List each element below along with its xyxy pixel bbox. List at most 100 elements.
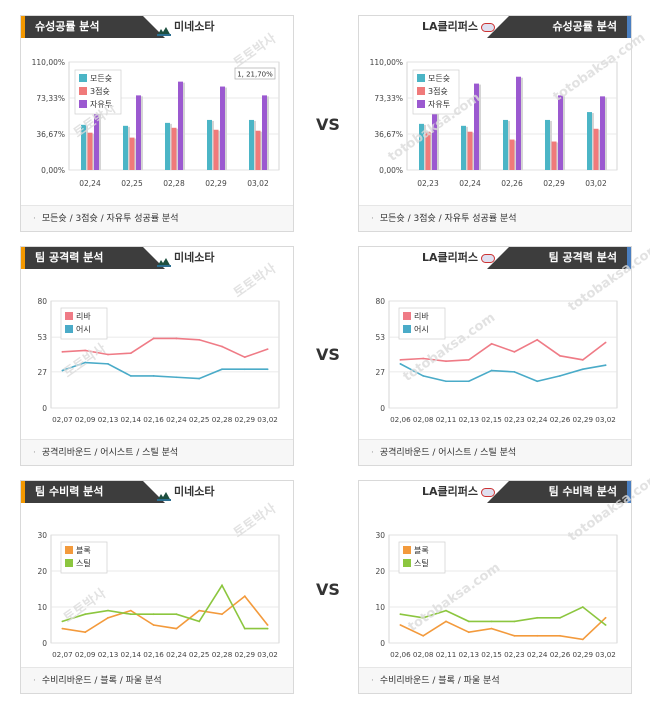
bar-3점슛-02,24 bbox=[87, 132, 93, 170]
data-point bbox=[399, 362, 402, 365]
section-title: 슈성공률 분석 bbox=[21, 16, 165, 38]
panel-header: 슈성공률 분석 LA클리퍼스 bbox=[359, 16, 631, 38]
x-tick-label: 02,09 bbox=[75, 650, 96, 659]
team-name: LA클리퍼스 bbox=[422, 16, 495, 38]
bar-자유투-03,02 bbox=[600, 96, 605, 170]
bar-자유투-02,29 bbox=[220, 86, 225, 170]
y-tick-label: 20 bbox=[37, 567, 47, 576]
x-tick-label: 03,02 bbox=[247, 179, 269, 188]
section-title: 팀 수비력 분석 bbox=[487, 481, 631, 503]
y-tick-label: 10 bbox=[37, 603, 47, 612]
data-point bbox=[152, 337, 155, 340]
x-tick-label: 02,24 bbox=[79, 179, 101, 188]
legend-label: 자유투 bbox=[428, 100, 450, 109]
data-point bbox=[422, 634, 425, 637]
data-point bbox=[422, 375, 425, 377]
data-point bbox=[107, 362, 109, 365]
data-point bbox=[604, 624, 607, 626]
legend-label: 어시 bbox=[414, 324, 429, 334]
stats-panel-2: 슈성공률 분석 LA클리퍼스 · 모든슛 / 3점슛 / 자유투 성공률 분석 110,… bbox=[358, 15, 632, 232]
x-tick-label: 02,08 bbox=[413, 415, 434, 424]
clippers-logo-icon bbox=[481, 253, 495, 263]
bullet-icon: · bbox=[371, 448, 374, 458]
team-name: LA클리퍼스 bbox=[422, 247, 495, 269]
vs-label-1: VS bbox=[316, 115, 340, 134]
section-title: 팀 공격력 분석 bbox=[487, 247, 631, 269]
data-point bbox=[152, 613, 155, 616]
x-tick-label: 02,08 bbox=[413, 650, 434, 659]
series-line-블록 bbox=[62, 595, 269, 634]
x-tick-label: 02,26 bbox=[550, 415, 571, 424]
legend-swatch bbox=[403, 312, 411, 320]
bar-자유투-03,02 bbox=[262, 95, 267, 170]
data-point bbox=[581, 606, 584, 608]
data-point bbox=[221, 368, 223, 371]
series-line-스틸 bbox=[400, 606, 607, 626]
data-point bbox=[84, 361, 87, 364]
footer-caption: 수비리바운드 / 블록 / 파울 분석 bbox=[379, 676, 500, 686]
x-tick-label: 02,07 bbox=[52, 650, 73, 659]
x-tick-label: 03,02 bbox=[257, 650, 278, 659]
y-tick-label: 53 bbox=[375, 333, 385, 342]
bar-자유투-02,23 bbox=[432, 107, 437, 170]
data-point bbox=[467, 620, 470, 623]
x-tick-label: 02,07 bbox=[52, 415, 73, 424]
x-tick-label: 02,24 bbox=[166, 650, 187, 659]
panel-header: 팀 수비력 분석 LA클리퍼스 bbox=[359, 481, 631, 503]
data-point bbox=[221, 584, 223, 587]
footer-caption: 모든슛 / 3점슛 / 자유투 성공률 분석 bbox=[41, 214, 179, 224]
series-line-어시 bbox=[400, 363, 606, 383]
chart-area: 110,00% 73,33% 36,67% 0,00% 02,23 02,24 02,26 0… bbox=[359, 38, 631, 205]
footer-caption: 공격리바운드 / 어시스트 / 스틸 분석 bbox=[41, 448, 179, 458]
data-point bbox=[399, 613, 402, 616]
panel-footer: · 수비리바운드 / 블록 / 파울 분석 bbox=[359, 667, 631, 693]
data-point bbox=[581, 638, 584, 641]
bar-3점슛-02,24 bbox=[467, 131, 473, 170]
chart-area: 110,00% 73,33% 36,67% 0,00% 02,24 02,25 02,28 0… bbox=[21, 38, 293, 205]
data-point bbox=[490, 369, 493, 372]
x-tick-label: 02,15 bbox=[481, 415, 502, 424]
team-name: 미네소타 bbox=[157, 481, 214, 503]
x-tick-label: 02,24 bbox=[459, 179, 481, 188]
series-line-리바 bbox=[400, 338, 607, 362]
data-point bbox=[445, 360, 447, 363]
panel-header: 슈성공률 분석 미네소타 bbox=[21, 16, 293, 38]
y-tick-label: 27 bbox=[375, 368, 385, 377]
x-tick-label: 02,25 bbox=[189, 650, 210, 659]
data-point bbox=[129, 609, 132, 612]
data-point bbox=[559, 354, 561, 357]
y-tick-label: 110,00% bbox=[32, 58, 65, 67]
y-tick-label: 0 bbox=[42, 404, 47, 413]
bar-3점슛-02,29 bbox=[551, 141, 557, 170]
x-tick-label: 02,29 bbox=[543, 179, 565, 188]
data-point bbox=[445, 380, 447, 383]
stats-panel-4: 팀 공격력 분석 LA클리퍼스 · 공격리바운드 / 어시스트 / 스틸 분석 80 53… bbox=[358, 246, 632, 466]
tooltip-box bbox=[234, 67, 276, 80]
data-point bbox=[198, 338, 201, 341]
x-tick-label: 02,23 bbox=[504, 415, 525, 424]
bar-자유투-02,28 bbox=[178, 81, 183, 170]
minnesota-logo-icon bbox=[157, 22, 171, 36]
legend-swatch bbox=[79, 74, 87, 82]
bar-자유투-02,24 bbox=[474, 83, 479, 170]
x-tick-label: 02,13 bbox=[98, 415, 119, 424]
legend-label: 블록 bbox=[76, 545, 91, 555]
data-point bbox=[243, 356, 246, 359]
y-tick-label: 0 bbox=[380, 404, 385, 413]
series-line-스틸 bbox=[62, 583, 268, 630]
data-point bbox=[84, 631, 87, 634]
data-point bbox=[581, 358, 584, 361]
data-point bbox=[198, 377, 201, 380]
vs-label-3: VS bbox=[316, 580, 340, 599]
legend-swatch bbox=[403, 559, 411, 567]
y-tick-label: 80 bbox=[375, 297, 385, 306]
x-tick-label: 02,06 bbox=[390, 415, 411, 424]
bar-자유투-02,29 bbox=[558, 95, 563, 170]
x-tick-label: 02,24 bbox=[527, 650, 548, 659]
stats-panel-1: 슈성공률 분석 미네소타 · 모든슛 / 3점슛 / 자유투 성공률 분석 110,00… bbox=[20, 15, 294, 232]
data-point bbox=[152, 375, 155, 377]
x-tick-label: 02,25 bbox=[121, 179, 143, 188]
